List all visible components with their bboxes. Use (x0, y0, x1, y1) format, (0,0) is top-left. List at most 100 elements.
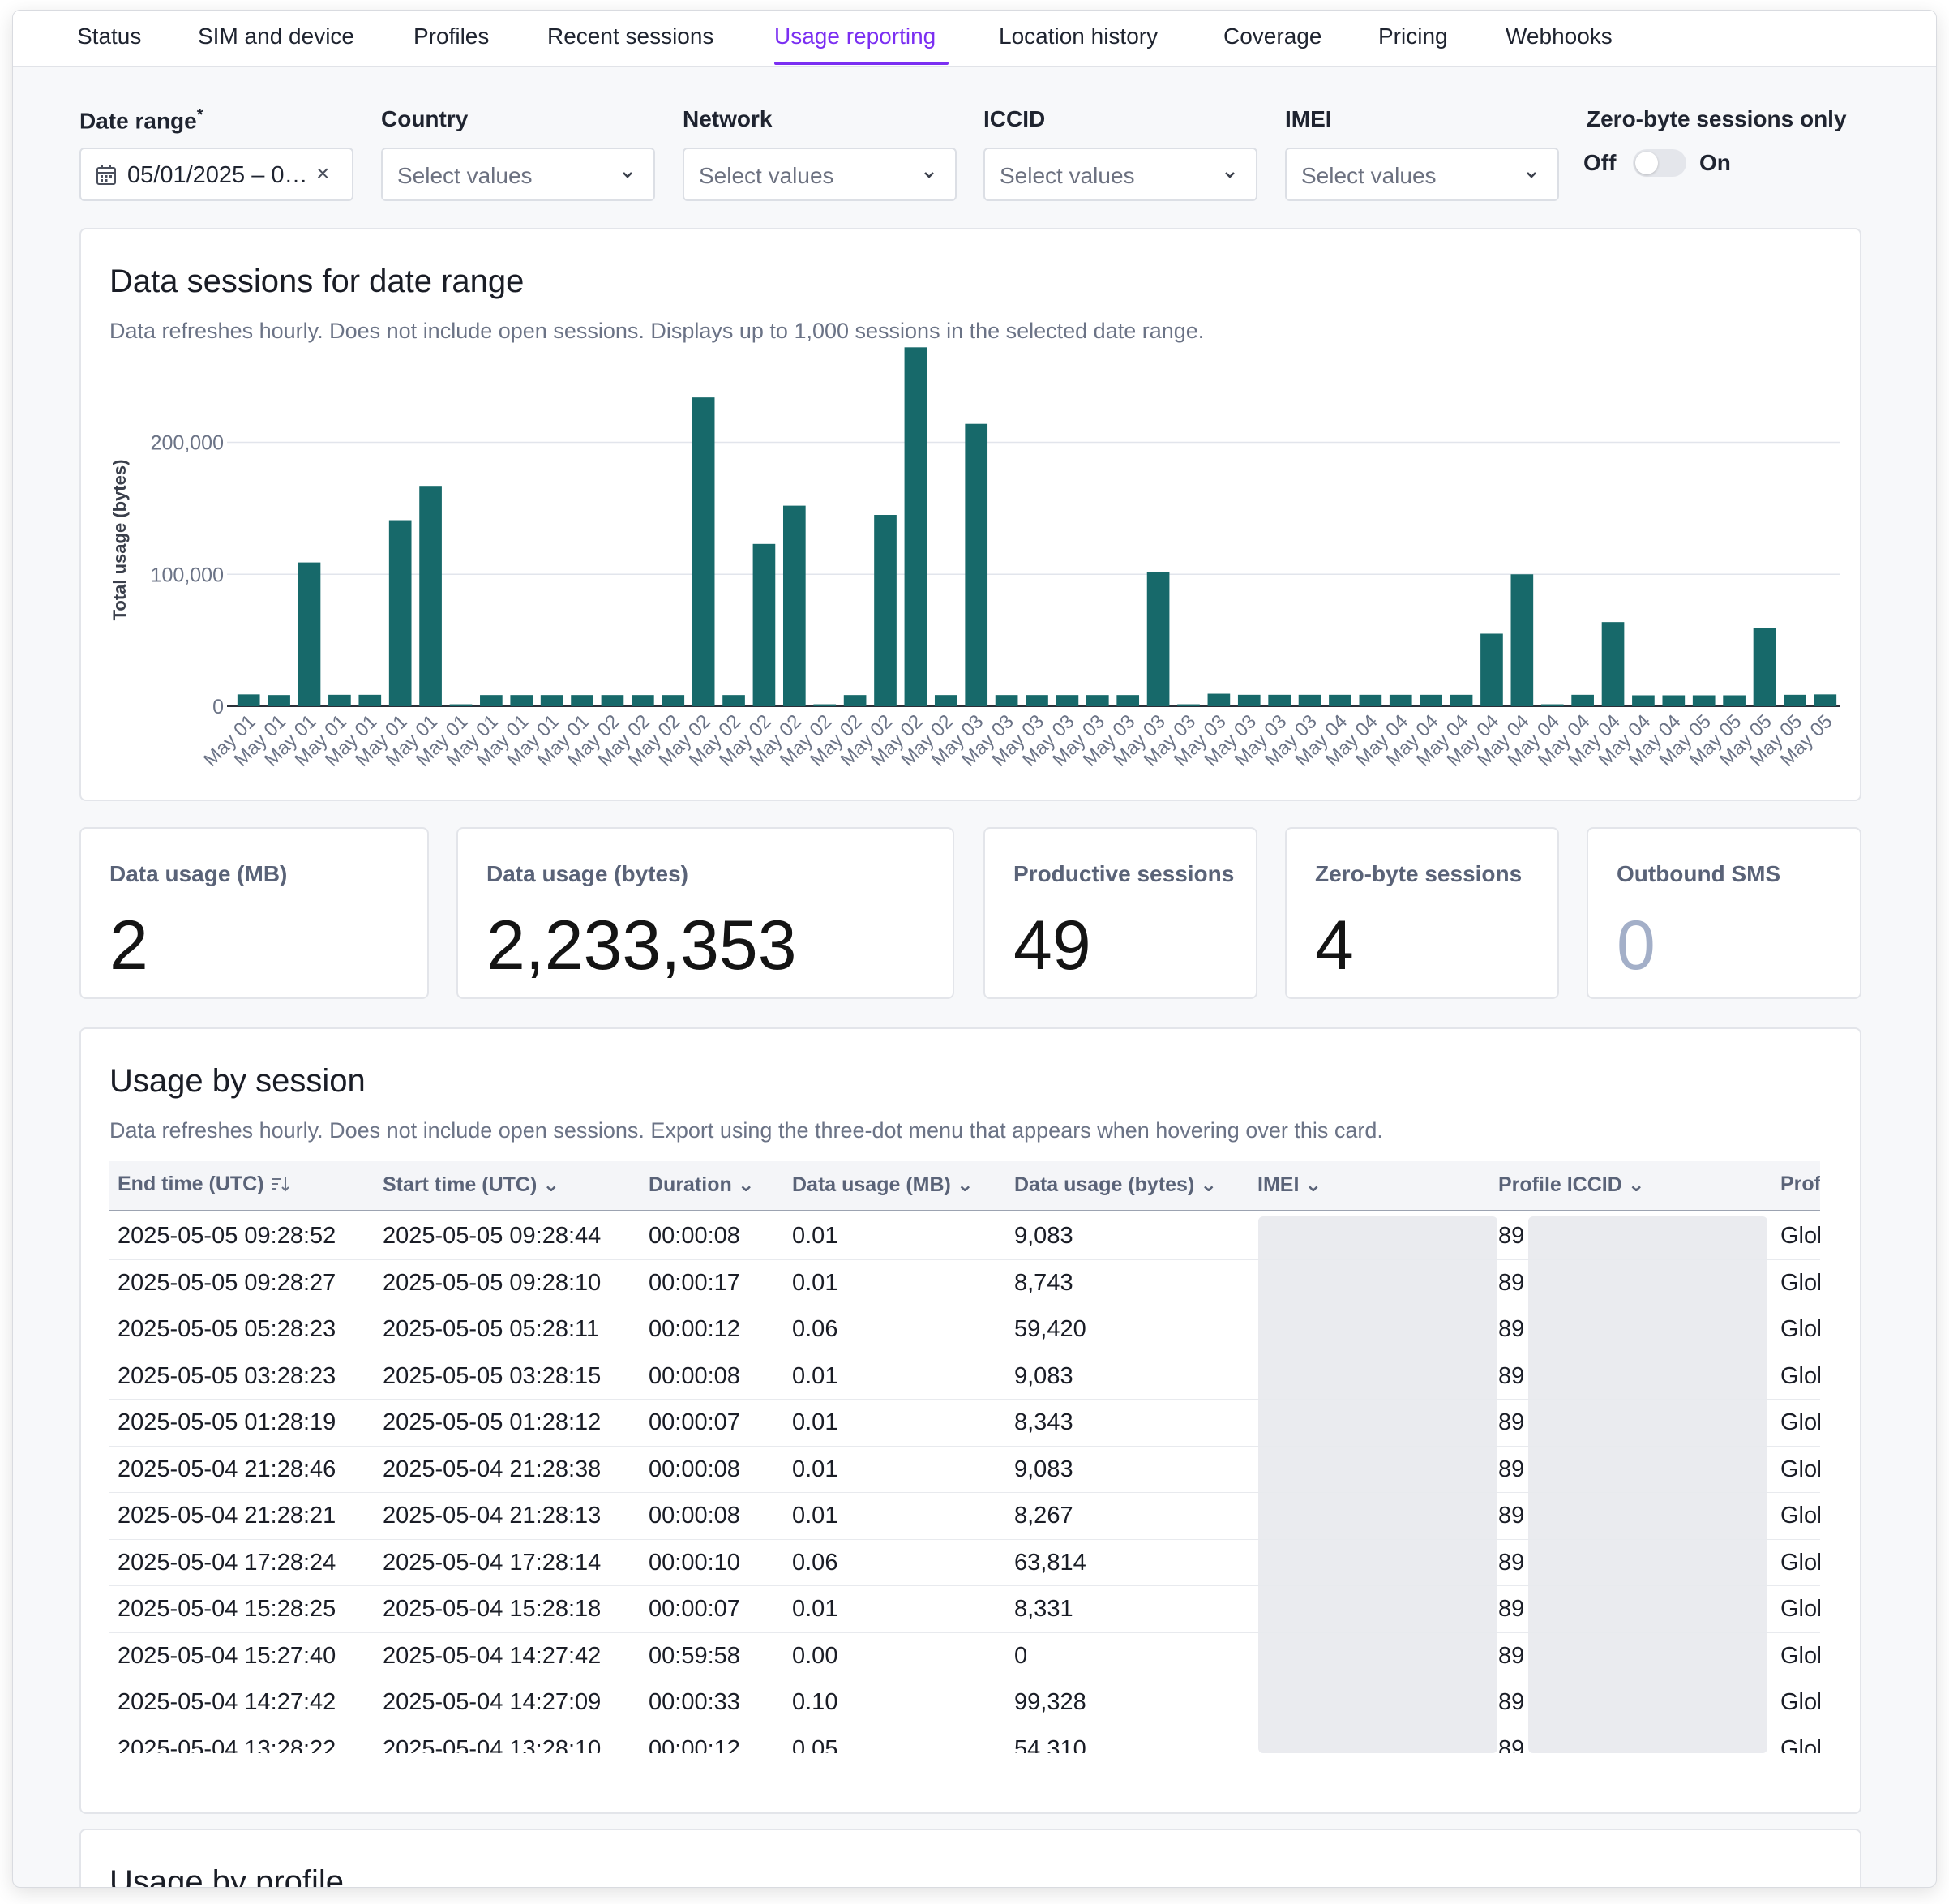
cell-start-time: 2025-05-05 01:28:12 (383, 1409, 602, 1435)
chart-bar[interactable] (1268, 694, 1291, 706)
chart-bar[interactable] (1510, 574, 1534, 706)
country-select[interactable]: Select values (381, 148, 655, 201)
chart-bar[interactable] (1116, 695, 1140, 706)
table-row[interactable]: 2025-05-04 21:28:46 2025-05-04 21:28:38 00… (109, 1447, 1820, 1493)
chart-bar[interactable] (722, 695, 745, 706)
chart-bar[interactable] (843, 695, 867, 706)
tab-sim-and-device[interactable]: SIM and device (198, 24, 354, 49)
chart-bar[interactable] (237, 694, 260, 706)
chart-bar[interactable] (419, 486, 442, 706)
chart-bar[interactable] (1571, 694, 1594, 706)
chart-bar[interactable] (965, 423, 988, 706)
col-end-time[interactable]: End time (UTC) (118, 1173, 291, 1196)
chart-bar[interactable] (1177, 704, 1200, 706)
chart-bar[interactable] (449, 704, 473, 706)
chart-bar[interactable] (328, 694, 351, 706)
chart-bar[interactable] (601, 695, 624, 706)
table-row[interactable]: 2025-05-05 09:28:52 2025-05-05 09:28:44 00… (109, 1213, 1820, 1260)
cell-data-mb: 0.06 (792, 1549, 838, 1576)
table-row[interactable]: 2025-05-05 03:28:23 2025-05-05 03:28:15 00… (109, 1353, 1820, 1400)
col-duration[interactable]: Duration ⌄ (649, 1173, 755, 1196)
chart-bar[interactable] (571, 695, 593, 706)
chart-bar[interactable] (874, 515, 897, 706)
chart-bar[interactable] (782, 505, 806, 706)
table-row[interactable]: 2025-05-04 21:28:21 2025-05-04 21:28:13 00… (109, 1493, 1820, 1540)
chart-bar[interactable] (510, 695, 533, 706)
chart-bar[interactable] (662, 695, 685, 706)
chart-bar[interactable] (1814, 694, 1837, 706)
table-row[interactable]: 2025-05-05 05:28:23 2025-05-05 05:28:11 00… (109, 1306, 1820, 1353)
chart-bar[interactable] (632, 695, 654, 706)
chart-bar[interactable] (692, 397, 715, 706)
chart-bar[interactable] (1298, 694, 1321, 706)
tab-usage-reporting[interactable]: Usage reporting (774, 24, 936, 49)
col-start-time[interactable]: Start time (UTC) ⌄ (383, 1173, 560, 1196)
chart-bar[interactable] (752, 543, 776, 706)
chart-bar[interactable] (1420, 694, 1442, 706)
chart-bar[interactable] (813, 704, 837, 706)
table-row[interactable]: 2025-05-04 17:28:24 2025-05-04 17:28:14 00… (109, 1540, 1820, 1586)
chart-bar[interactable] (995, 695, 1018, 706)
tab-coverage[interactable]: Coverage (1223, 24, 1322, 49)
chart-bar[interactable] (1784, 694, 1806, 706)
cell-profile: Glob (1780, 1596, 1820, 1622)
chart-bar[interactable] (1540, 704, 1564, 706)
chart-bar[interactable] (1026, 695, 1048, 706)
cell-end-time: 2025-05-05 09:28:52 (118, 1223, 336, 1249)
col-imei[interactable]: IMEI ⌄ (1257, 1173, 1322, 1196)
tab-recent-sessions[interactable]: Recent sessions (547, 24, 714, 49)
cell-data-bytes: 8,743 (1014, 1269, 1073, 1296)
chart-bar[interactable] (1753, 628, 1776, 706)
stat-value: 2,233,353 (486, 907, 797, 984)
chart-bar[interactable] (1146, 571, 1170, 706)
chart-bar[interactable] (388, 520, 412, 706)
chart-bar[interactable] (1723, 695, 1746, 706)
chart-bar[interactable] (1207, 693, 1231, 706)
chart-bar[interactable] (1359, 694, 1382, 706)
chart-bar[interactable] (1692, 695, 1716, 706)
table-row[interactable]: 2025-05-04 13:28:22 2025-05-04 13:28:10 00… (109, 1726, 1820, 1754)
chart-bar[interactable] (1329, 694, 1351, 706)
data-sessions-card: Data sessions for date range Data refres… (79, 228, 1861, 801)
chart-bar[interactable] (904, 347, 927, 706)
tab-profiles[interactable]: Profiles (413, 24, 490, 49)
tab-location-history[interactable]: Location history (999, 24, 1159, 49)
cell-profile-iccid: 89 (1498, 1223, 1525, 1249)
table-row[interactable]: 2025-05-05 09:28:27 2025-05-05 09:28:10 00… (109, 1260, 1820, 1306)
chart-bar[interactable] (934, 695, 957, 706)
date-range-picker[interactable]: 05/01/2025 – 0… × (79, 148, 353, 201)
chart-bar[interactable] (1662, 695, 1686, 706)
chart-bar[interactable] (298, 562, 321, 706)
col-data-usage-bytes[interactable]: Data usage (bytes) ⌄ (1014, 1173, 1218, 1196)
chart-bar[interactable] (480, 695, 503, 706)
table-row[interactable]: 2025-05-04 15:28:25 2025-05-04 15:28:18 00… (109, 1586, 1820, 1633)
table-row[interactable]: 2025-05-05 01:28:19 2025-05-05 01:28:12 00… (109, 1400, 1820, 1447)
chart-bar[interactable] (1389, 694, 1412, 706)
chart-bar[interactable] (358, 694, 382, 706)
zero-byte-toggle[interactable] (1633, 149, 1686, 177)
table-row[interactable]: 2025-05-04 15:27:40 2025-05-04 14:27:42 00… (109, 1633, 1820, 1679)
chart-bar[interactable] (1086, 695, 1109, 706)
iccid-select[interactable]: Select values (983, 148, 1257, 201)
network-select[interactable]: Select values (683, 148, 957, 201)
chart-bar[interactable] (1480, 633, 1503, 706)
col-profile[interactable]: Profil (1780, 1173, 1820, 1195)
tab-pricing[interactable]: Pricing (1378, 24, 1448, 49)
chart-bar[interactable] (1237, 694, 1261, 706)
chart-bar[interactable] (1056, 695, 1079, 706)
chart-bar[interactable] (1632, 695, 1655, 706)
cell-start-time: 2025-05-04 14:27:09 (383, 1689, 602, 1715)
cell-profile: Glob (1780, 1735, 1820, 1754)
table-row[interactable]: 2025-05-04 14:27:42 2025-05-04 14:27:09 00… (109, 1679, 1820, 1726)
chart-bar[interactable] (268, 695, 290, 706)
tab-status[interactable]: Status (77, 24, 142, 49)
tab-webhooks[interactable]: Webhooks (1506, 24, 1613, 49)
chart-bar[interactable] (540, 695, 563, 706)
chart-bar[interactable] (1601, 622, 1625, 706)
cell-duration: 00:00:07 (649, 1596, 740, 1622)
col-profile-iccid[interactable]: Profile ICCID ⌄ (1498, 1173, 1645, 1196)
imei-select[interactable]: Select values (1285, 148, 1559, 201)
col-data-usage-mb[interactable]: Data usage (MB) ⌄ (792, 1173, 974, 1196)
chart-bar[interactable] (1450, 694, 1473, 706)
clear-icon[interactable]: × (316, 161, 330, 186)
